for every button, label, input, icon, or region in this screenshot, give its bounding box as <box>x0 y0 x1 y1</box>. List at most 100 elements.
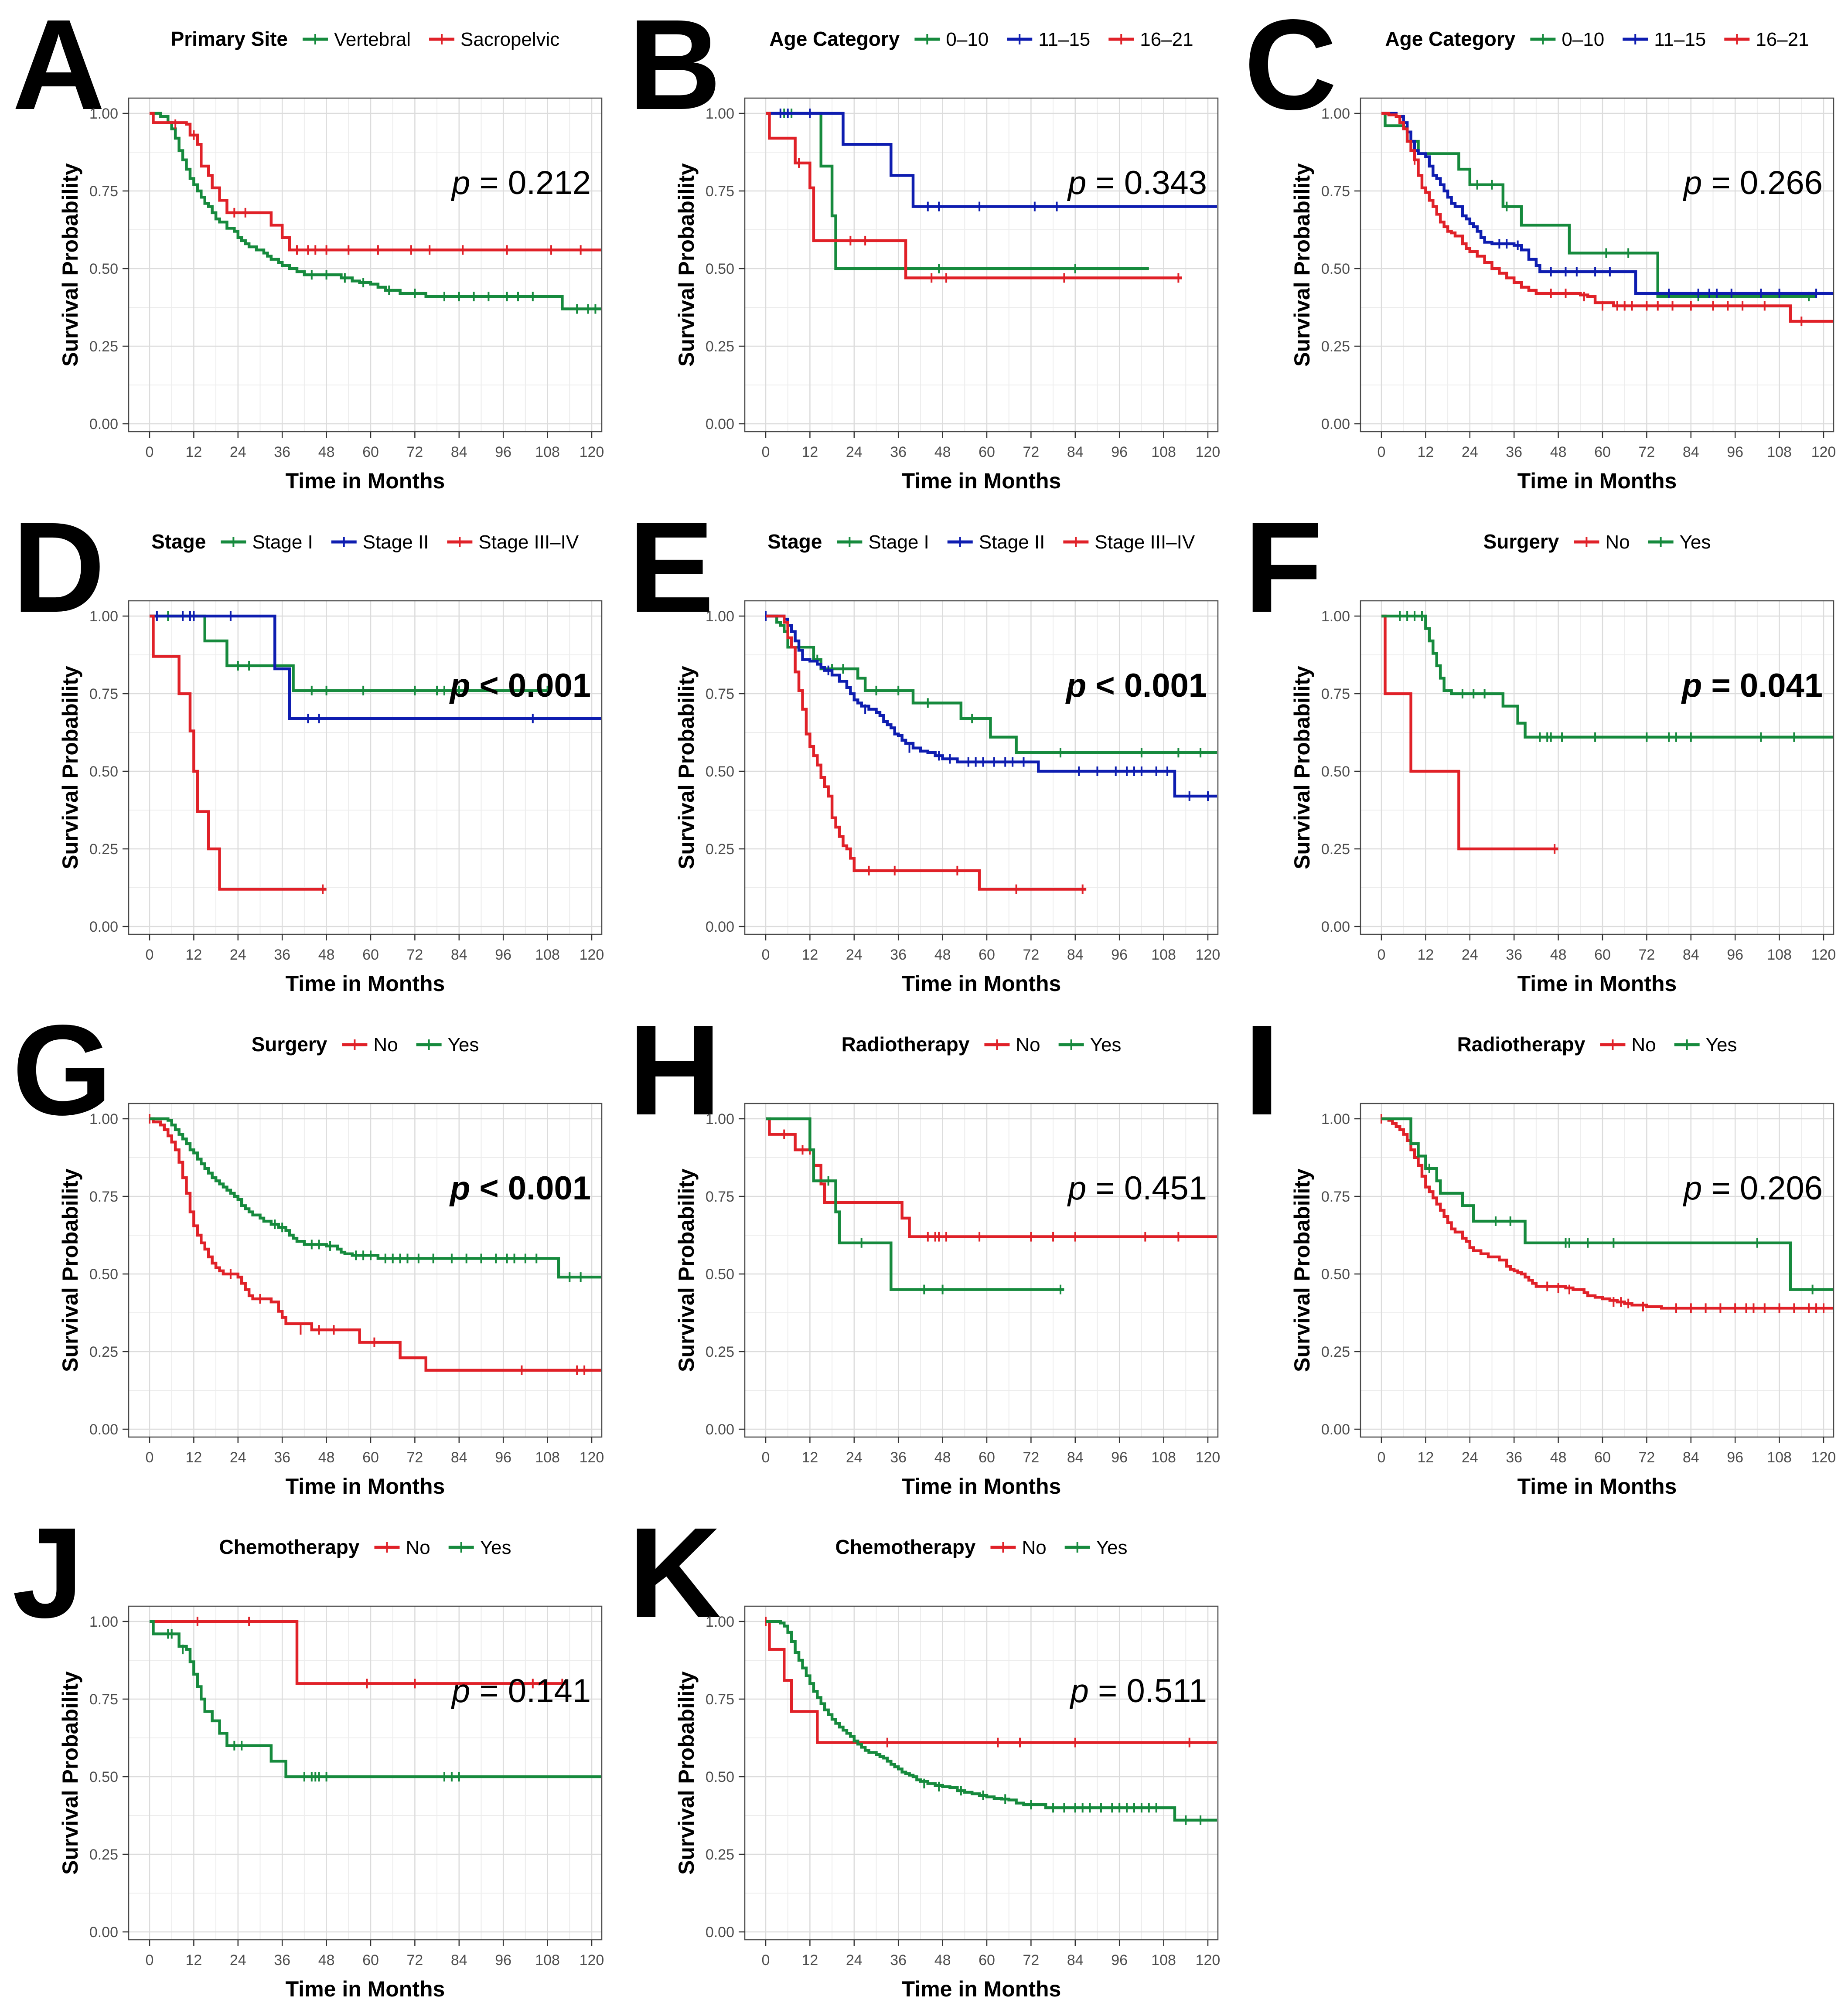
y-tick-label: 1.00 <box>89 1614 118 1630</box>
survival-curve-yes <box>1381 1117 1833 1291</box>
y-tick-label: 1.00 <box>89 106 118 122</box>
x-tick-label: 0 <box>1377 947 1386 963</box>
y-tick-label: 0.00 <box>705 416 734 433</box>
x-tick-label: 120 <box>580 1952 604 1969</box>
x-tick-label: 36 <box>274 1952 290 1969</box>
p-value-label: p < 0.001 <box>1065 667 1207 704</box>
legend-title: Age Category <box>1385 27 1516 50</box>
x-tick-label: 0 <box>761 1952 770 1969</box>
y-tick-label: 1.00 <box>705 106 734 122</box>
y-tick-label: 0.75 <box>705 1691 734 1708</box>
legend-item-11–15: 11–15 <box>1038 29 1090 50</box>
x-tick-label: 72 <box>1023 1449 1039 1466</box>
legend-item-no: No <box>1022 1537 1046 1558</box>
x-axis-title: Time in Months <box>1517 469 1677 493</box>
y-tick-label: 0.25 <box>1321 338 1350 355</box>
x-tick-label: 96 <box>495 444 511 460</box>
survival-curve-no <box>1381 1117 1833 1310</box>
x-tick-label: 120 <box>1195 947 1220 963</box>
x-tick-label: 24 <box>230 1952 246 1969</box>
x-tick-label: 24 <box>230 444 246 460</box>
survival-curve-stage-ii <box>765 614 1217 798</box>
legend-title: Radiotherapy <box>1457 1033 1585 1056</box>
legend: Chemotherapy No Yes <box>219 1536 511 1558</box>
x-tick-label: 120 <box>580 1449 604 1466</box>
legend-title: Chemotherapy <box>835 1536 975 1558</box>
legend-title: Surgery <box>252 1033 327 1056</box>
y-tick-label: 0.00 <box>705 1421 734 1438</box>
x-tick-label: 48 <box>318 444 335 460</box>
x-tick-label: 12 <box>1418 1449 1434 1466</box>
legend: Age Category 0–10 11–15 16–21 <box>1385 27 1809 50</box>
x-axis-title: Time in Months <box>286 1977 445 2001</box>
p-value-label: p = 0.041 <box>1681 667 1823 704</box>
x-tick-label: 96 <box>1111 1952 1128 1969</box>
legend-item-stage-ii: Stage II <box>979 531 1045 553</box>
y-tick-label: 0.50 <box>89 1266 118 1283</box>
x-tick-label: 12 <box>1418 444 1434 460</box>
x-tick-label: 24 <box>846 444 863 460</box>
y-tick-label: 0.25 <box>89 841 118 858</box>
x-tick-label: 72 <box>1023 1952 1039 1969</box>
survival-curve-yes <box>765 1620 1217 1822</box>
survival-curve-16–21 <box>765 112 1182 279</box>
panel-E: E 0 12 24 36 48 60 72 84 96 108 120 0.00 0.25 0.50 0.75… <box>616 495 1232 1005</box>
y-tick-label: 0.50 <box>705 261 734 277</box>
y-tick-label: 0.75 <box>1321 1189 1350 1205</box>
y-tick-label: 1.00 <box>1321 608 1350 625</box>
y-tick-label: 0.25 <box>705 1344 734 1360</box>
legend-item-0–10: 0–10 <box>1562 29 1605 50</box>
legend-item-yes: Yes <box>1090 1034 1121 1056</box>
panel-letter: I <box>1244 1005 1280 1142</box>
y-axis-title: Survival Probability <box>1290 666 1314 869</box>
x-tick-label: 24 <box>1462 947 1478 963</box>
x-tick-label: 0 <box>146 947 154 963</box>
survival-curve-stage-i <box>765 614 1217 754</box>
x-tick-label: 84 <box>1067 1449 1084 1466</box>
legend-item-yes: Yes <box>1680 531 1711 553</box>
x-tick-label: 120 <box>1195 1449 1220 1466</box>
x-tick-label: 0 <box>1377 1449 1386 1466</box>
x-tick-label: 120 <box>580 444 604 460</box>
x-tick-label: 108 <box>535 1952 560 1969</box>
legend-item-stage-iii–iv: Stage III–IV <box>478 531 579 553</box>
x-tick-label: 12 <box>185 444 202 460</box>
y-tick-label: 1.00 <box>705 608 734 625</box>
x-axis-title: Time in Months <box>1517 1474 1677 1499</box>
km-plot-I: I 0 12 24 36 48 60 72 84 96 108 120 0.00 0.25 0.50 0.75… <box>1232 998 1848 1508</box>
x-tick-label: 96 <box>1727 947 1744 963</box>
x-tick-label: 108 <box>535 1449 560 1466</box>
km-plot-C: C 0 12 24 36 48 60 72 84 96 108 120 0.00 0.25 0.50 0.75… <box>1232 0 1848 503</box>
x-tick-label: 108 <box>1767 1449 1792 1466</box>
km-plot-J: J 0 12 24 36 48 60 72 84 96 108 120 0.00 0.25 0.50 0.75… <box>0 1501 616 2011</box>
x-tick-label: 84 <box>1067 947 1084 963</box>
x-tick-label: 36 <box>890 1952 907 1969</box>
p-value-label: p = 0.451 <box>1067 1170 1207 1207</box>
y-tick-label: 0.25 <box>705 1846 734 1863</box>
p-value-label: p < 0.001 <box>449 667 591 704</box>
x-axis-title: Time in Months <box>901 469 1061 493</box>
x-tick-label: 48 <box>934 1449 951 1466</box>
x-tick-label: 72 <box>1023 444 1039 460</box>
y-tick-label: 1.00 <box>89 608 118 625</box>
legend-item-stage-i: Stage I <box>252 531 313 553</box>
y-tick-label: 0.00 <box>705 1924 734 1941</box>
x-tick-label: 0 <box>761 1449 770 1466</box>
x-tick-label: 36 <box>890 947 907 963</box>
y-tick-label: 0.00 <box>1321 416 1350 433</box>
y-tick-label: 0.50 <box>89 261 118 277</box>
x-tick-label: 72 <box>406 947 423 963</box>
panel-G: G 0 12 24 36 48 60 72 84 96 108 120 0.00 0.25 0.50 0.75… <box>0 998 616 1508</box>
legend: Age Category 0–10 11–15 16–21 <box>769 27 1193 50</box>
x-axis-title: Time in Months <box>1517 971 1677 996</box>
panel-letter: C <box>1244 0 1337 136</box>
y-axis-title: Survival Probability <box>674 1168 699 1372</box>
x-tick-label: 72 <box>406 1952 423 1969</box>
x-tick-label: 60 <box>979 947 995 963</box>
panel-F: F 0 12 24 36 48 60 72 84 96 108 120 0.00 0.25 0.50 0.75… <box>1232 495 1848 1005</box>
y-axis-title: Survival Probability <box>58 666 82 869</box>
legend-item-sacropelvic: Sacropelvic <box>460 29 559 50</box>
x-tick-label: 72 <box>1639 444 1655 460</box>
x-tick-label: 12 <box>801 444 818 460</box>
x-tick-label: 24 <box>1462 444 1478 460</box>
